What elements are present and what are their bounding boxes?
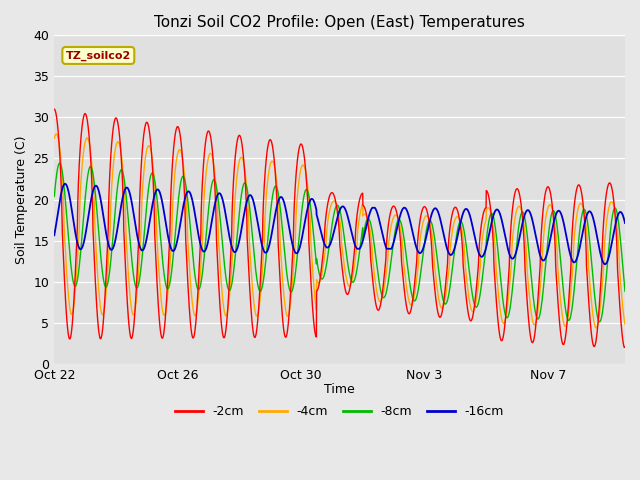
- Text: TZ_soilco2: TZ_soilco2: [66, 50, 131, 60]
- Y-axis label: Soil Temperature (C): Soil Temperature (C): [15, 135, 28, 264]
- X-axis label: Time: Time: [324, 383, 355, 396]
- Title: Tonzi Soil CO2 Profile: Open (East) Temperatures: Tonzi Soil CO2 Profile: Open (East) Temp…: [154, 15, 525, 30]
- Legend: -2cm, -4cm, -8cm, -16cm: -2cm, -4cm, -8cm, -16cm: [170, 400, 509, 423]
